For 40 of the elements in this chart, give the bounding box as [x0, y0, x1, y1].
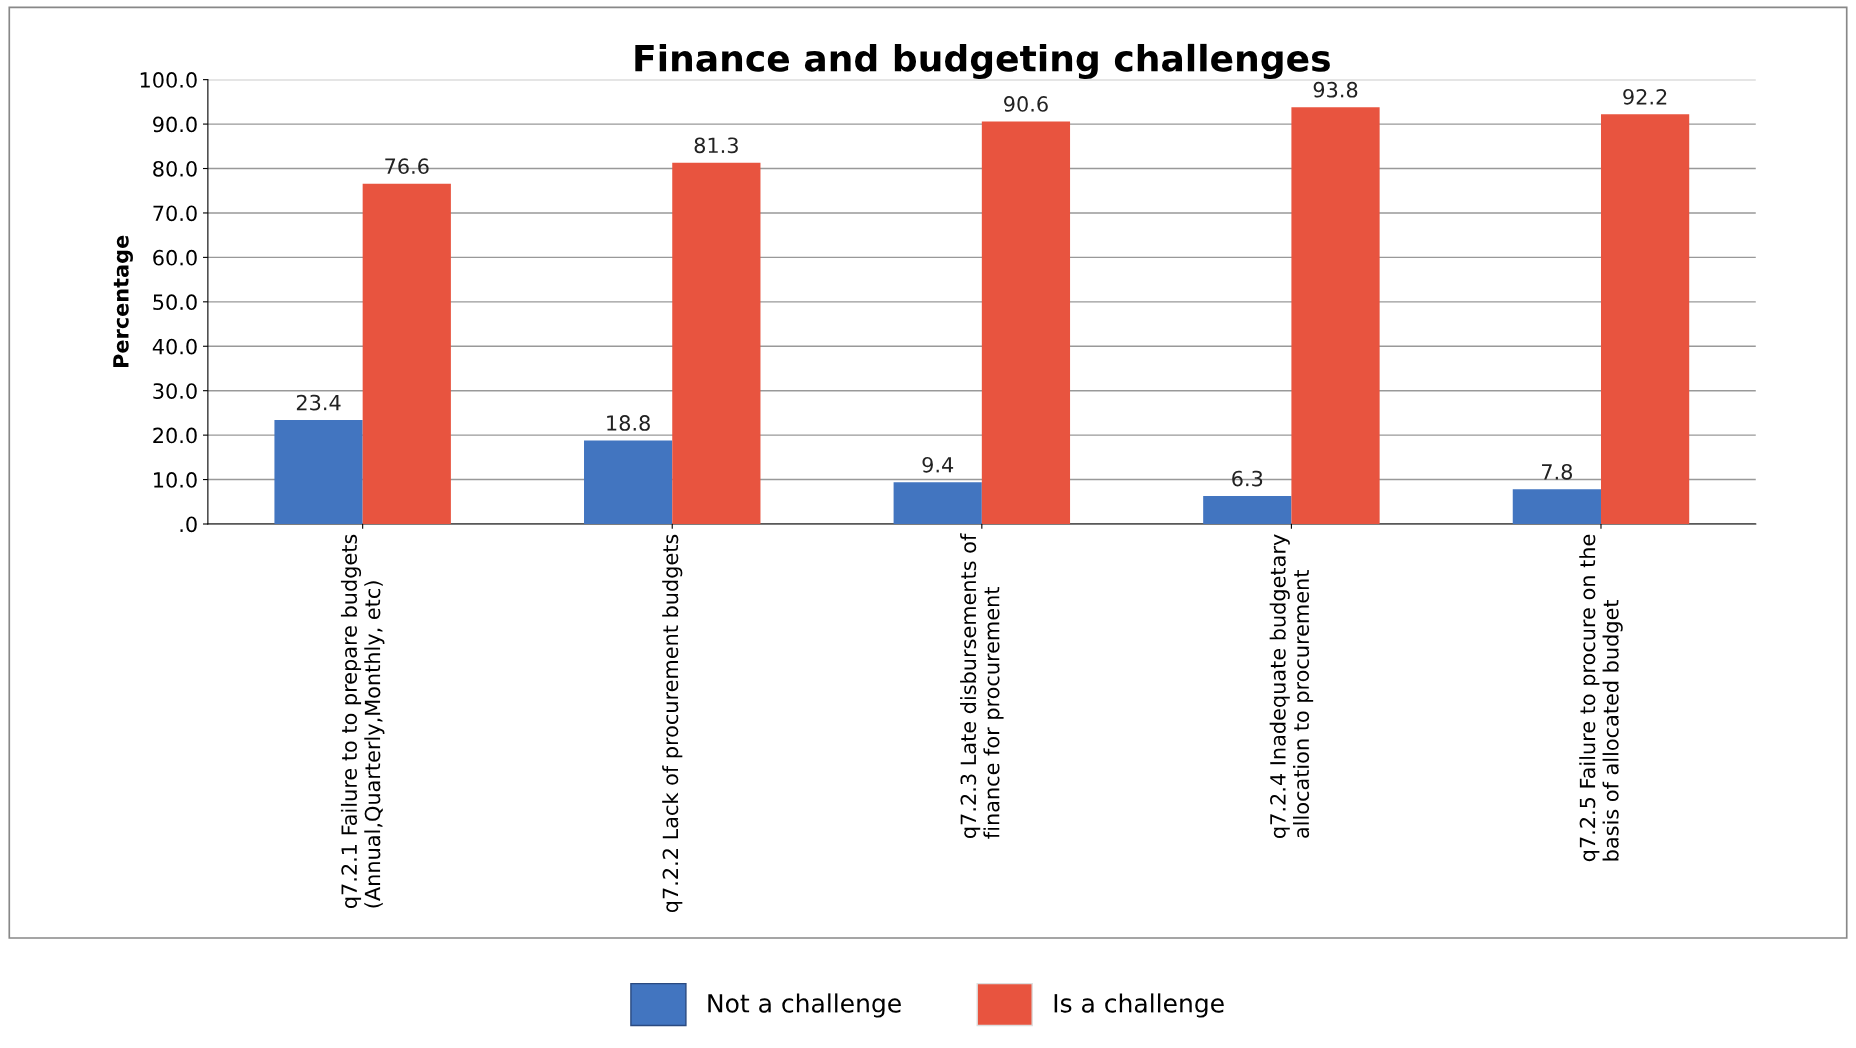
chart-title: Finance and budgeting challenges [635, 43, 1330, 80]
x-tick-label: q7.2.5 Failure to procure on the basis of allocated budget [1579, 534, 1623, 862]
x-tick-label: q7.2.4 Inadequate budgetary allocation to procurement [1269, 534, 1314, 838]
bar [1291, 107, 1380, 524]
data-label: 6.3 [1232, 470, 1263, 487]
y-tick-label: 30.0 [153, 383, 197, 399]
y-tick-label: 50.0 [153, 294, 197, 311]
bar [584, 440, 673, 524]
data-label: 92.2 [1623, 88, 1667, 105]
data-label: 9.4 [922, 456, 954, 473]
data-label: 18.8 [607, 415, 650, 431]
x-tick-label: q7.2.2 Lack of procurement budgets [662, 534, 683, 913]
y-axis-title: Percentage [113, 235, 133, 367]
bar [1600, 114, 1690, 524]
data-label: 7.8 [1542, 463, 1573, 480]
y-tick-label: .0 [180, 516, 197, 533]
x-tick-label: q7.2.3 Late disbursements of finance for procurement [960, 533, 1004, 839]
y-tick-label: 60.0 [153, 249, 197, 266]
y-tick-label: 10.0 [154, 472, 197, 488]
bar [362, 183, 451, 524]
bar [981, 121, 1071, 524]
y-tick-label: 20.0 [153, 427, 197, 444]
x-tick-label: q7.2.1 Failure to to prepare budgets (Annual,Quarterly,Monthly, etc) [340, 534, 385, 909]
y-tick-label: 70.0 [153, 205, 197, 222]
bar [893, 482, 982, 524]
y-tick-label: 100.0 [140, 72, 197, 88]
data-label: 81.3 [694, 137, 738, 154]
y-tick-label: 40.0 [152, 338, 197, 355]
data-label: 93.8 [1313, 81, 1358, 98]
data-label: 23.4 [296, 394, 341, 411]
y-tick-label: 90.0 [153, 116, 197, 133]
bar [672, 162, 761, 524]
y-tick-label: 80.0 [153, 160, 197, 177]
legend-label: Not a challenge [708, 993, 901, 1018]
data-label: 76.6 [385, 158, 429, 175]
bar [274, 420, 363, 524]
bar [1203, 496, 1292, 524]
data-label: 90.6 [1004, 96, 1048, 112]
legend-label: Is a challenge [1054, 993, 1224, 1018]
bar [1512, 489, 1601, 524]
